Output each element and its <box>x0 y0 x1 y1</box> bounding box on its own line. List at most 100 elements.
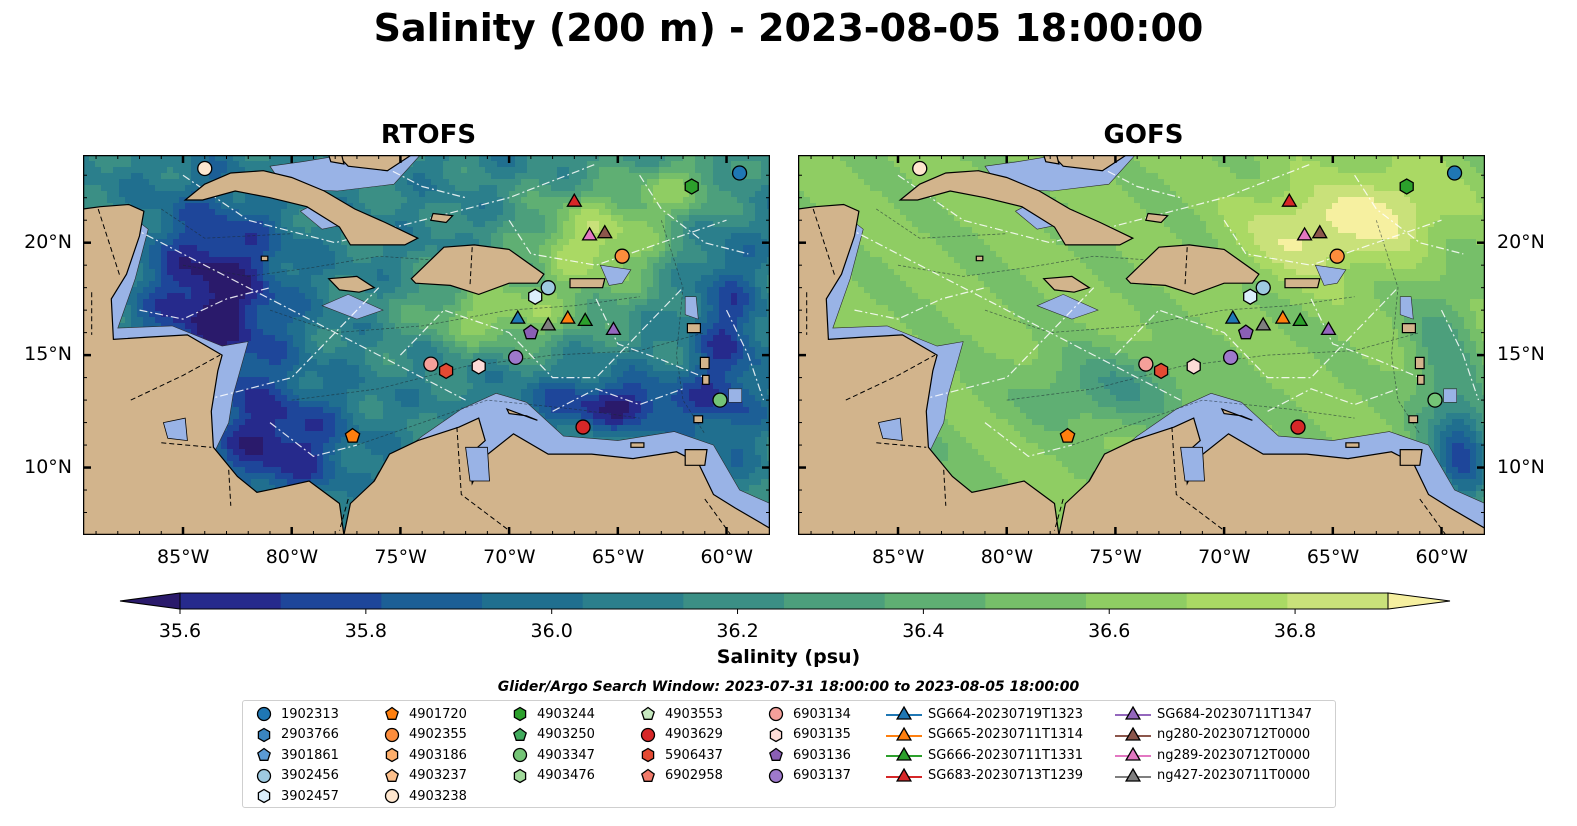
marker-ng280-20230712T0000 <box>1311 224 1328 239</box>
colorbar: 35.6 35.8 36.0 36.2 36.4 36.6 36.8 <box>119 592 1451 642</box>
triangle-icon <box>1115 746 1151 761</box>
marker-6903136 <box>522 324 539 340</box>
pentagon-icon <box>641 706 655 720</box>
hexagon-icon <box>641 747 655 763</box>
marker-SG664-20230719T1323 <box>509 309 526 324</box>
legend-marker <box>513 768 527 783</box>
tick-marks <box>83 155 770 535</box>
marker-1902313 <box>731 165 748 181</box>
lat-tick-label: 15°N <box>24 343 72 366</box>
marker-ng289-20230712T0000 <box>581 226 598 241</box>
land-lesser-antilles-2 <box>699 356 710 370</box>
marker-3902457 <box>528 288 543 305</box>
legend-item: 3902457 <box>253 786 339 806</box>
colorbar-tick-label: 36.6 <box>1088 620 1130 642</box>
land-andros <box>1043 155 1060 165</box>
platform-markers <box>912 160 1485 443</box>
legend-item-label: 4903347 <box>537 747 595 763</box>
legend-item-label: 4903186 <box>409 747 467 763</box>
legend-item: 2903766 <box>253 725 339 745</box>
marker-4903347 <box>1427 392 1443 408</box>
hexagon-icon <box>513 768 527 783</box>
legend-marker <box>1124 746 1142 761</box>
triangle-icon <box>886 746 922 761</box>
colorbar-segment <box>1186 593 1288 609</box>
land-puerto-rico <box>1284 278 1321 289</box>
colorbar-tick-label: 35.6 <box>159 620 201 642</box>
hexagon-icon <box>257 727 271 742</box>
triangle-icon <box>886 767 922 782</box>
legend-item-label: 1902313 <box>281 706 339 722</box>
marker-4903238 <box>197 160 213 177</box>
legend-item-label: 4903244 <box>537 706 595 722</box>
land-jamaica <box>1042 275 1091 293</box>
country-borders <box>806 208 1447 535</box>
marker-SG666-20230711T1331 <box>577 312 594 327</box>
legend-item-label: 5906437 <box>665 747 723 763</box>
legend-item: 3901861 <box>253 745 339 765</box>
marker-4903629 <box>575 419 591 435</box>
lat-tick-label: 20°N <box>24 230 72 253</box>
land-trinidad <box>684 449 708 466</box>
circle-icon <box>640 727 656 742</box>
legend-item: SG665-20230711T1314 <box>886 725 1083 745</box>
legend-marker <box>769 727 783 742</box>
circle-icon <box>384 727 400 742</box>
legend-marker <box>513 706 527 722</box>
lon-tick-label: 70°W <box>483 546 536 568</box>
gofs-map-panel <box>798 155 1485 535</box>
lon-tick-label: 75°W <box>374 546 427 568</box>
land-puerto-rico <box>569 278 606 289</box>
marker-SG683-20230713T1239 <box>566 192 583 207</box>
legend-item: 6903137 <box>765 766 851 786</box>
legend-item-label: 4903476 <box>537 768 595 783</box>
legend-item-label: 6903137 <box>793 768 851 783</box>
lat-tick-label: 15°N <box>1497 343 1545 366</box>
legend-item: 4903553 <box>637 704 723 724</box>
legend-marker <box>257 747 271 761</box>
legend-item: 4903629 <box>637 725 723 745</box>
circle-icon <box>384 788 400 804</box>
legend-item: ng280-20230712T0000 <box>1115 725 1310 745</box>
tick-marks <box>798 155 1485 535</box>
land-cayman <box>975 255 984 262</box>
marker-4903244 <box>1399 178 1414 195</box>
lat-tick-label: 20°N <box>1497 230 1545 253</box>
lon-tick-label: 70°W <box>1198 546 1251 568</box>
legend-item-label: 2903766 <box>281 727 339 742</box>
lon-tick-label: 85°W <box>872 546 925 568</box>
marker-SG665-20230711T1314 <box>559 309 576 324</box>
marker-4903238 <box>912 160 928 177</box>
legend-marker <box>257 727 271 742</box>
legend-marker <box>1124 767 1142 782</box>
legend-item-label: 6903136 <box>793 747 851 763</box>
land-hispaniola <box>410 244 545 296</box>
legend-item: 4903186 <box>381 745 467 765</box>
marker-SG684-20230711T1347 <box>605 321 622 336</box>
marker-4901720 <box>1059 427 1076 443</box>
legend-item: 6902958 <box>637 766 723 786</box>
pentagon-icon <box>385 768 399 782</box>
colorbar-segment <box>482 593 584 609</box>
hexagon-icon <box>257 788 271 804</box>
legend-marker <box>385 747 399 763</box>
legend-item-label: 4903553 <box>665 706 723 722</box>
legend-item: 4903250 <box>509 725 595 745</box>
legend-marker <box>641 768 655 782</box>
legend-item-label: SG664-20230719T1323 <box>928 706 1084 722</box>
land-lesser-antilles-4 <box>693 415 704 424</box>
legend-marker <box>512 747 528 763</box>
legend-item-label: 6902958 <box>665 768 723 783</box>
legend-item-label: ng427-20230711T0000 <box>1157 768 1311 783</box>
lon-tick-label: 65°W <box>591 546 645 568</box>
marker-4901720 <box>344 427 361 443</box>
land <box>798 155 1485 535</box>
land-islas-margarita <box>1345 442 1360 448</box>
marker-6903136 <box>1237 324 1254 340</box>
marker-6903134 <box>423 356 439 372</box>
marker-SG665-20230711T1314 <box>1274 309 1291 324</box>
land-lesser-antilles-1 <box>686 323 702 334</box>
marker-4903347 <box>712 392 728 408</box>
land-andros <box>328 155 345 165</box>
marker-ng427-20230711T0000 <box>540 316 557 331</box>
